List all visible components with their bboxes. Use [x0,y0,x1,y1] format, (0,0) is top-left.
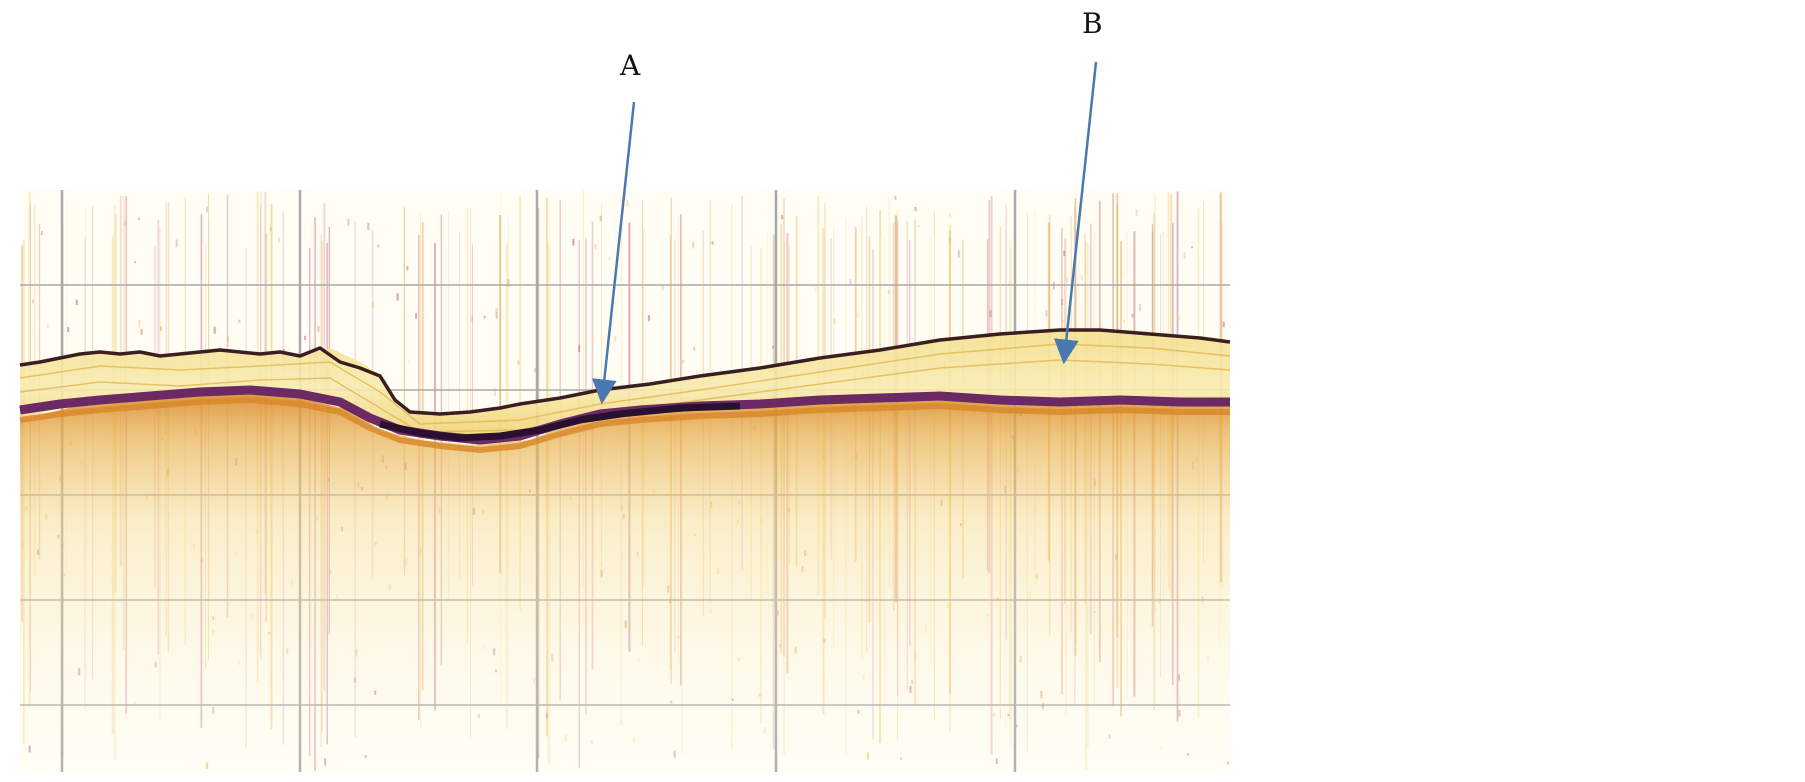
echo-speckle [304,335,307,341]
echo-speckle [594,244,597,250]
echo-speckle [681,360,684,364]
reflector-orange-halo [19,397,1230,453]
echo-speckle [278,237,281,243]
echo-speckle [614,335,617,342]
echo-speckle [626,200,629,207]
echo-speckle [856,311,859,318]
echo-speckle [483,315,486,319]
echo-speckle [608,257,611,261]
echo-speckle [894,195,897,200]
echo-speckle [849,279,852,285]
echo-speckle [887,290,890,294]
callout-label-b: B [1082,7,1103,40]
echo-speckle [377,244,380,248]
echo-speckle [415,313,418,319]
echo-speckle [67,327,70,332]
echo-speckle [238,319,241,323]
echo-speckle [269,226,272,232]
echo-speckle [140,328,143,335]
echo-speckle [31,299,34,304]
echo-speckle [347,218,350,226]
echo-speckle [372,301,374,308]
echo-speckle [711,241,714,245]
echo-speckle [493,388,496,397]
echo-speckle [990,259,993,266]
echo-speckle [1063,250,1066,257]
echo-speckle [124,221,127,226]
echo-speckle [1045,310,1048,317]
echo-speckle [406,266,409,271]
echo-speckle [599,215,602,222]
echo-speckle [914,206,917,211]
seabed-surface [19,328,1231,416]
echo-speckle [1191,246,1194,249]
echo-speckle [693,346,696,351]
echo-speckle [46,323,49,329]
echo-speckle [1061,299,1064,306]
echo-speckle [1066,276,1069,284]
echo-speckle [892,237,895,241]
echo-speckle [781,215,784,220]
echo-speckle [1062,319,1065,323]
echo-speckle [1131,314,1134,318]
echo-speckle [949,214,951,217]
echo-speckle [1121,271,1124,276]
echo-speckle [948,237,951,244]
echo-speckle [138,217,140,220]
echo-speckle [772,345,774,349]
echo-speckle [1123,319,1126,323]
echo-speckle [75,299,78,306]
echo-speckle [134,261,137,264]
callout-label-a: A [620,49,641,82]
echo-speckle [957,250,960,258]
echo-speckle [138,319,141,328]
echo-speckle [1100,322,1103,329]
subsurface-return [20,392,1230,772]
echo-speckle [833,318,836,324]
echo-speckle [517,360,520,366]
echo-speckle [41,230,43,236]
echo-speckle [661,284,664,291]
echo-speckle [572,238,575,246]
echo-speckle [1080,275,1083,281]
echo-speckle [206,206,208,212]
echo-speckle [989,310,992,318]
echo-speckle [1135,208,1138,217]
echo-speckle [534,367,537,373]
echo-speckle [647,315,650,322]
echo-speckle [407,360,410,363]
echo-speckle [917,225,920,228]
sediment-layer [20,330,1230,443]
echo-speckle [470,315,473,322]
echo-speckle [227,336,230,343]
arrow-b [1053,61,1098,365]
echo-speckle [317,326,320,332]
echo-speckle [175,239,178,248]
echo-speckle [692,241,695,249]
echo-speckle [213,326,216,334]
echo-speckle [507,279,510,287]
strong-reflector-core [379,402,741,442]
echo-speckle [367,222,370,230]
echo-speckle [578,344,581,352]
echo-speckle [495,311,498,319]
arrow-a [591,101,636,405]
echo-speckle [1183,252,1186,260]
echo-speckle [814,286,817,293]
echo-speckle [396,293,399,301]
echo-speckle [160,326,162,331]
echo-speckle [495,307,498,313]
echo-speckle [1177,314,1180,322]
echo-speckle [1139,304,1141,312]
echo-speckle [1222,321,1225,328]
